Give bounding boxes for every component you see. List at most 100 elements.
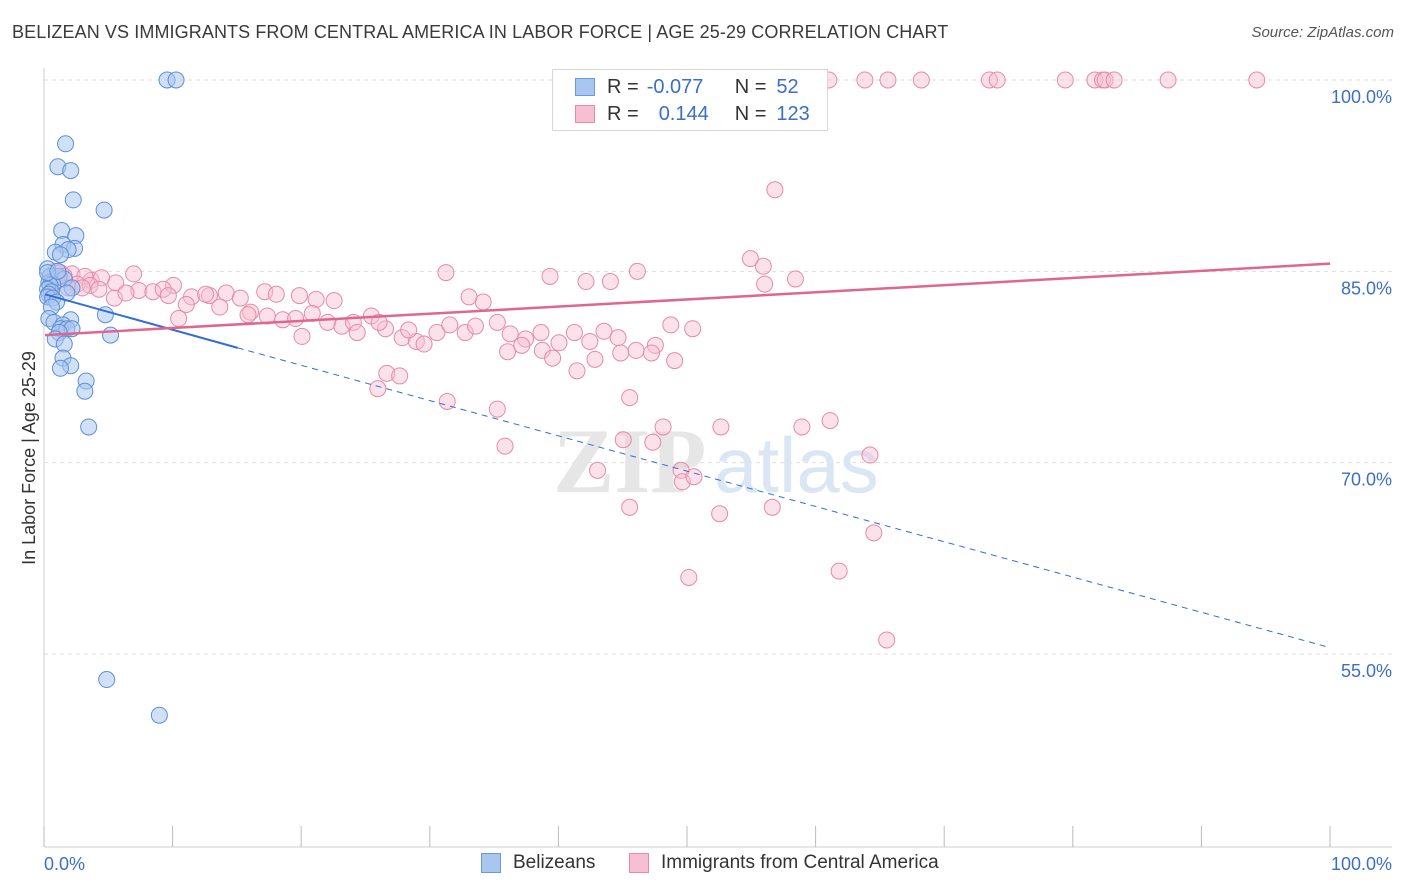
central-america-point (499, 343, 517, 361)
central-america-point (786, 270, 804, 288)
central-america-point (628, 262, 646, 280)
central-america-point (117, 284, 135, 302)
central-america-point (680, 568, 698, 586)
belizean-point (98, 671, 116, 689)
watermark-atlas: atlas (714, 421, 879, 509)
central-america-point (766, 181, 784, 199)
belizean-point (49, 262, 67, 280)
r-value: -0.077 (646, 75, 704, 98)
central-america-point (231, 289, 249, 307)
central-america-point (912, 71, 930, 89)
belizean-point (76, 382, 94, 400)
central-america-point (756, 275, 774, 293)
belizean-point (95, 201, 113, 219)
central-america-point (460, 288, 478, 306)
central-america-point (1248, 71, 1266, 89)
belizean-point (102, 326, 120, 344)
legend-item-belizeans: Belizeans (481, 852, 595, 874)
r-value: 0.144 (658, 102, 709, 125)
central-america-point (621, 498, 639, 516)
y-tick-label: 100.0% (1331, 87, 1392, 107)
belizeans-swatch (575, 78, 595, 96)
central-america-point (369, 380, 387, 398)
central-america-point (595, 322, 613, 340)
central-america-point (488, 400, 506, 418)
central-america-point (741, 250, 759, 268)
central-america-point (400, 321, 418, 339)
x-tick-label: 0.0% (44, 854, 85, 874)
central-america-point (662, 316, 680, 334)
central-america-point (513, 336, 531, 354)
central-america-point (865, 524, 883, 542)
central-america-point (754, 257, 772, 275)
y-tick-label: 55.0% (1341, 661, 1392, 681)
central-america-point (242, 303, 260, 321)
n-label: N = (734, 102, 767, 125)
central-america-swatch (575, 105, 595, 123)
central-america-point (711, 505, 729, 523)
central-america-point (378, 364, 396, 382)
central-america-point (437, 264, 455, 282)
central-america-point (325, 292, 343, 310)
belizean-point (53, 222, 71, 240)
y-tick-label: 85.0% (1341, 278, 1392, 298)
central-america-point (627, 341, 645, 359)
legend-label-belizeans: Belizeans (513, 852, 596, 873)
central-america-point (763, 498, 781, 516)
central-america-point (1056, 71, 1074, 89)
central-america-point (879, 71, 897, 89)
belizean-point (51, 246, 69, 264)
central-america-point (589, 461, 607, 479)
central-america-point (125, 265, 143, 283)
central-america-point (267, 285, 285, 303)
central-america-point (428, 324, 446, 342)
central-america-point (830, 562, 848, 580)
central-america-point (501, 325, 519, 343)
central-america-legend-swatch (629, 853, 649, 873)
central-america-point (177, 295, 195, 313)
central-america-point (568, 362, 586, 380)
central-america-point (170, 310, 188, 328)
series-legend: Belizeans Immigrants from Central Americ… (0, 852, 1406, 878)
belizean-point (57, 135, 75, 153)
central-america-point (377, 320, 395, 338)
central-america-point (614, 431, 632, 449)
central-america-point (441, 316, 459, 334)
y-tick-label: 70.0% (1341, 470, 1392, 490)
stats-row-belizeans: R = -0.077 N = 52 (575, 74, 799, 100)
central-america-point (488, 313, 506, 331)
central-america-point (239, 306, 257, 324)
central-america-point (685, 468, 703, 486)
central-america-point (165, 276, 182, 294)
r-label: R = (607, 102, 639, 125)
belizeans-legend-swatch (481, 853, 501, 873)
central-america-point (90, 280, 108, 298)
n-label: N = (734, 75, 767, 98)
central-america-point (466, 317, 484, 335)
central-america-point (496, 437, 514, 455)
belizean-point (62, 162, 80, 180)
chart-title: BELIZEAN VS IMMIGRANTS FROM CENTRAL AMER… (12, 22, 949, 42)
central-america-point (159, 287, 177, 305)
central-america-point (456, 324, 474, 342)
central-america-point (348, 324, 366, 342)
central-america-point (712, 418, 730, 436)
central-america-point (684, 320, 702, 338)
central-america-point (370, 313, 388, 331)
central-america-point (856, 71, 874, 89)
central-america-point (290, 287, 308, 305)
n-value: 123 (776, 102, 810, 125)
central-america-point (654, 418, 672, 436)
central-america-point (878, 631, 896, 649)
belizean-point (64, 191, 82, 209)
central-america-point (1096, 71, 1114, 89)
central-america-point (621, 389, 639, 407)
n-value: 52 (776, 75, 799, 98)
belizeans-trendline-extension (237, 347, 1331, 649)
central-america-point (1159, 71, 1177, 89)
belizean-point (150, 706, 168, 724)
central-america-point (586, 350, 604, 368)
belizeans-trendline (44, 293, 239, 349)
central-america-point (644, 433, 662, 451)
